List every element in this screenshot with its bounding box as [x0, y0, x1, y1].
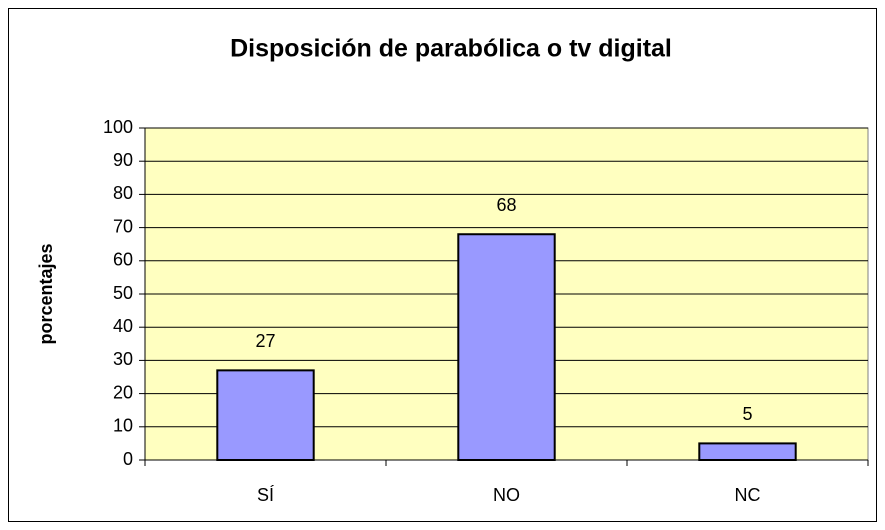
- y-tick-label: 60: [113, 250, 133, 270]
- x-tick-label: NO: [493, 485, 520, 505]
- bar: [457, 233, 556, 461]
- data-label: 5: [742, 404, 752, 424]
- y-tick-label: 40: [113, 316, 133, 336]
- y-tick-label: 30: [113, 349, 133, 369]
- y-tick-label: 0: [123, 449, 133, 469]
- y-tick-label: 80: [113, 183, 133, 203]
- data-label: 27: [255, 331, 275, 351]
- x-tick-label: NC: [735, 485, 761, 505]
- y-tick-label: 20: [113, 382, 133, 402]
- x-tick-label: SÍ: [257, 485, 274, 505]
- data-label: 68: [496, 195, 516, 215]
- chart-title: Disposición de parabólica o tv digital: [230, 35, 672, 63]
- y-axis-title: porcentajes: [36, 243, 56, 344]
- y-tick-label: 90: [113, 150, 133, 170]
- y-tick-label: 10: [113, 416, 133, 436]
- y-tick-label: 100: [103, 117, 133, 137]
- y-tick-label: 50: [113, 283, 133, 303]
- bar: [698, 442, 797, 461]
- bar: [216, 369, 315, 461]
- y-tick-label: 70: [113, 216, 133, 236]
